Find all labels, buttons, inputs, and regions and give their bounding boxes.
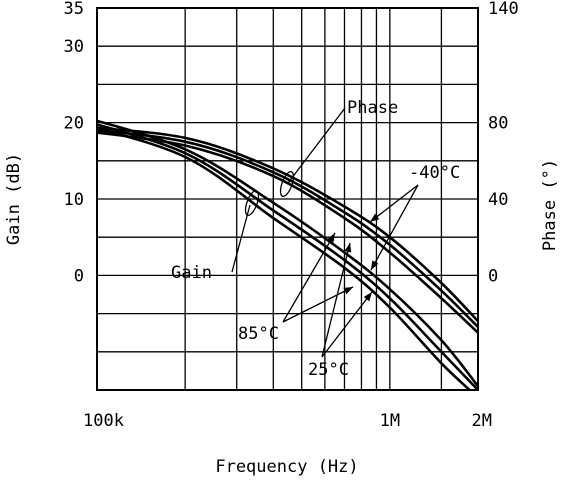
arrowhead [371, 260, 379, 270]
y-tick-label-left: 30 [64, 37, 84, 57]
annotation-leader [321, 291, 373, 358]
annotation-leader [244, 190, 260, 216]
annotation-leader [287, 107, 346, 184]
x-tick-label: 100k [83, 411, 124, 431]
y-tick-label-left: 35 [64, 0, 84, 19]
gain-curve-2 [97, 123, 478, 390]
annotation-leader [279, 171, 295, 197]
arrowhead [343, 287, 353, 295]
annotation-phase: Phase [347, 98, 398, 118]
y-tick-label-left: 20 [64, 114, 84, 134]
annotation-leader [321, 242, 351, 358]
grid [97, 8, 478, 390]
y-axis-right-label: Phase (°) [540, 159, 560, 251]
annotation-leader [282, 232, 336, 323]
curves [97, 119, 478, 390]
plot-frame [96, 7, 479, 391]
phase-curve-3 [97, 131, 478, 334]
annotation-leaders [231, 107, 419, 358]
x-tick-label: 2M [472, 411, 492, 431]
annotation-leader [370, 184, 419, 271]
x-axis-label: Frequency (Hz) [215, 457, 358, 477]
annotation-leader [369, 184, 419, 223]
annotation-gain: Gain [171, 263, 212, 283]
annotation-leader [282, 286, 354, 323]
y-tick-label-right: 140 [488, 0, 519, 19]
y-axis-left-label: Gain (dB) [4, 153, 24, 245]
phase-curve-1 [97, 126, 478, 323]
annotation-leader [231, 204, 251, 273]
y-tick-label-right: 0 [488, 266, 498, 286]
annotation-minus-40c: -40°C [409, 163, 460, 183]
gain-curve-1 [97, 119, 478, 388]
y-tick-label-left: 10 [64, 190, 84, 210]
gain-curve-3 [97, 126, 472, 390]
phase-curve-2 [97, 129, 478, 329]
arrowhead [327, 233, 335, 243]
arrowhead [344, 243, 352, 253]
annotation-25c: 25°C [308, 360, 349, 380]
y-tick-label-left: 0 [74, 266, 84, 286]
arrowhead [370, 213, 380, 222]
x-tick-label: 1M [380, 411, 400, 431]
y-tick-label-right: 40 [488, 190, 508, 210]
annotation-85c: 85°C [238, 324, 279, 344]
arrowhead [363, 292, 372, 302]
y-tick-label-right: 80 [488, 114, 508, 134]
tick-labels: 100k 1M 2M 35 30 20 10 0 140 80 40 0 [64, 0, 519, 431]
